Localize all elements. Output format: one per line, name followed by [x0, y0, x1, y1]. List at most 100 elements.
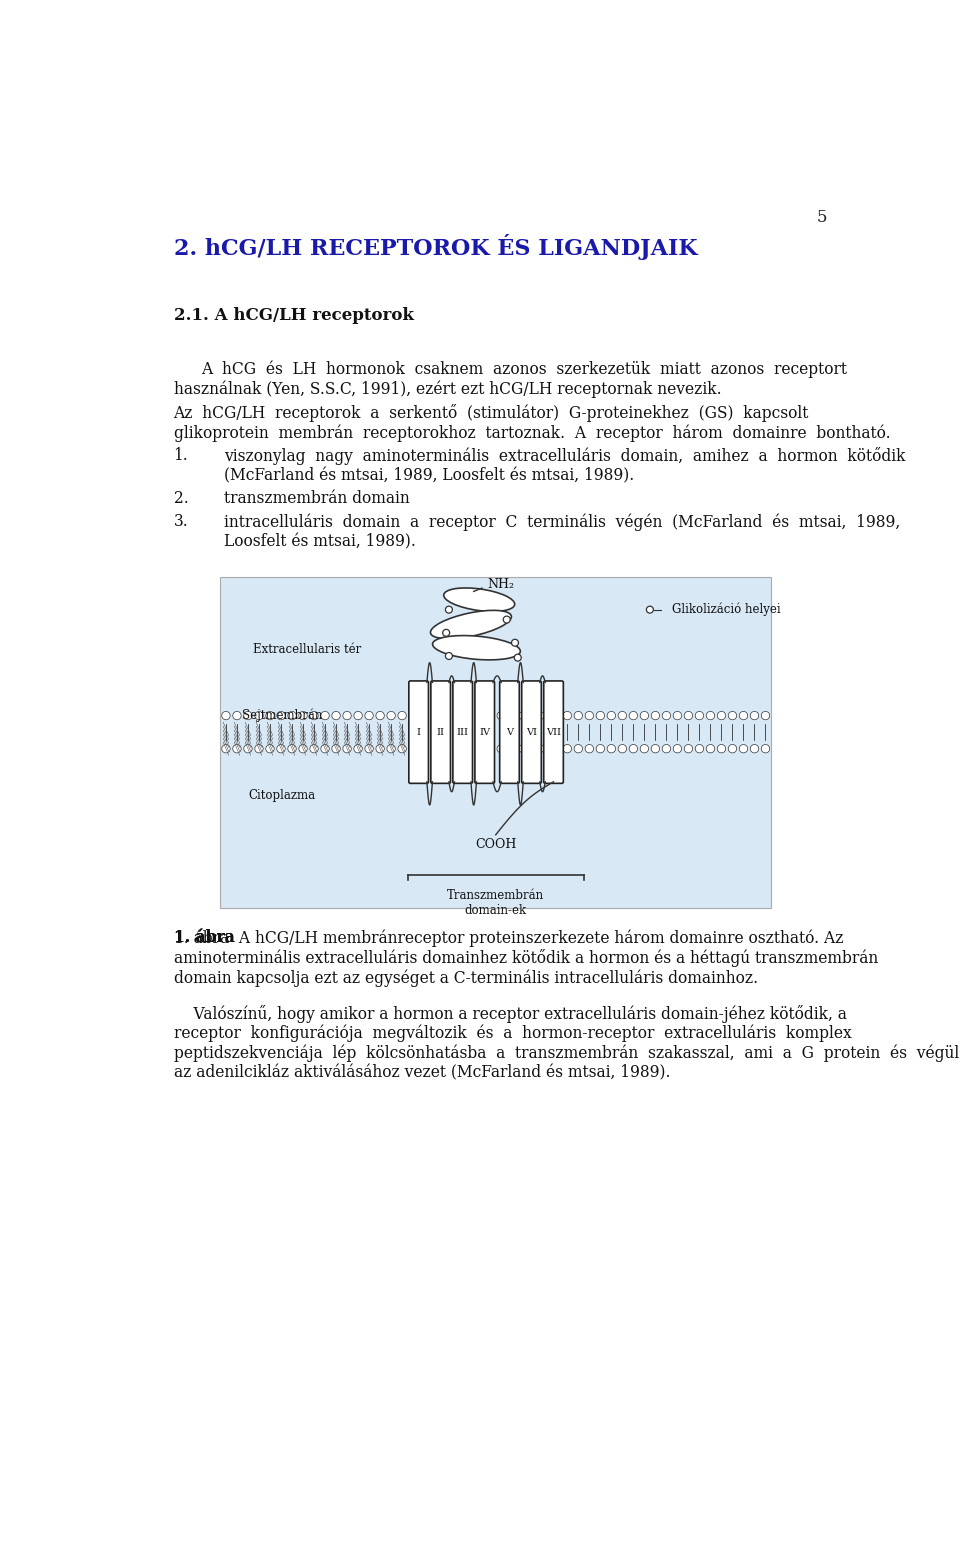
Circle shape: [673, 744, 682, 752]
Ellipse shape: [433, 635, 520, 660]
Text: 1. ábra: 1. ábra: [174, 929, 234, 946]
Circle shape: [299, 712, 307, 719]
Bar: [221, 577, 771, 907]
FancyBboxPatch shape: [431, 680, 450, 784]
Circle shape: [475, 712, 484, 719]
Circle shape: [244, 712, 252, 719]
Circle shape: [503, 616, 510, 622]
Circle shape: [409, 744, 418, 752]
Circle shape: [445, 652, 452, 660]
Circle shape: [443, 629, 449, 637]
Text: intracelluláris  domain  a  receptor  C  terminális  végén  (McFarland  és  mtsa: intracelluláris domain a receptor C term…: [224, 513, 900, 530]
Text: NH₂: NH₂: [488, 579, 515, 591]
Circle shape: [515, 654, 521, 662]
Circle shape: [321, 744, 329, 752]
Circle shape: [365, 712, 373, 719]
Text: (McFarland és mtsai, 1989, Loosfelt és mtsai, 1989).: (McFarland és mtsai, 1989, Loosfelt és m…: [224, 468, 635, 485]
Text: 2.: 2.: [174, 490, 188, 507]
Text: IV: IV: [479, 727, 491, 737]
Circle shape: [222, 744, 230, 752]
Text: használnak (Yen, S.S.C, 1991), ezért ezt hCG/LH receptornak nevezik.: használnak (Yen, S.S.C, 1991), ezért ezt…: [174, 382, 721, 399]
Text: glikoprotein  membrán  receptorokhoz  tartoznak.  A  receptor  három  domainre  : glikoprotein membrán receptorokhoz tarto…: [174, 424, 890, 441]
Circle shape: [530, 712, 539, 719]
Circle shape: [530, 744, 539, 752]
Circle shape: [541, 712, 549, 719]
Text: Glikolizáció helyei: Glikolizáció helyei: [672, 602, 780, 616]
Circle shape: [332, 744, 340, 752]
Circle shape: [276, 712, 285, 719]
Circle shape: [618, 744, 627, 752]
Circle shape: [397, 712, 406, 719]
Circle shape: [321, 712, 329, 719]
Circle shape: [607, 744, 615, 752]
Circle shape: [512, 640, 518, 646]
Circle shape: [222, 712, 230, 719]
Circle shape: [751, 744, 758, 752]
Text: 1. ábra  A hCG/LH membránreceptor proteinszerkezete három domainre osztható. Az: 1. ábra A hCG/LH membránreceptor protein…: [174, 929, 843, 946]
Circle shape: [739, 712, 748, 719]
Circle shape: [640, 744, 649, 752]
Circle shape: [729, 712, 736, 719]
Text: Valószínű, hogy amikor a hormon a receptor extracelluláris domain-jéhez kötődik,: Valószínű, hogy amikor a hormon a recept…: [174, 1004, 847, 1023]
Circle shape: [508, 712, 516, 719]
Circle shape: [552, 712, 561, 719]
Text: Az  hCG/LH  receptorok  a  serkentő  (stimulátor)  G-proteinekhez  (GS)  kapcsol: Az hCG/LH receptorok a serkentő (stimulá…: [174, 404, 809, 422]
Text: VII: VII: [546, 727, 561, 737]
Circle shape: [453, 712, 462, 719]
Ellipse shape: [430, 610, 512, 638]
Circle shape: [629, 712, 637, 719]
Circle shape: [519, 744, 527, 752]
Text: receptor  konfigurációja  megváltozik  és  a  hormon-receptor  extracelluláris  : receptor konfigurációja megváltozik és a…: [174, 1024, 852, 1042]
Circle shape: [717, 712, 726, 719]
Circle shape: [618, 712, 627, 719]
Circle shape: [751, 712, 758, 719]
Circle shape: [397, 744, 406, 752]
Circle shape: [431, 712, 440, 719]
Circle shape: [717, 744, 726, 752]
Text: III: III: [457, 727, 468, 737]
Text: Sejtmembrán: Sejtmembrán: [243, 708, 323, 723]
Circle shape: [254, 712, 263, 719]
Circle shape: [761, 744, 770, 752]
Circle shape: [232, 712, 241, 719]
Circle shape: [343, 744, 351, 752]
Circle shape: [497, 744, 505, 752]
Circle shape: [254, 744, 263, 752]
FancyBboxPatch shape: [543, 680, 564, 784]
Circle shape: [464, 744, 472, 752]
Text: VI: VI: [526, 727, 537, 737]
Circle shape: [574, 712, 583, 719]
Circle shape: [266, 712, 275, 719]
Circle shape: [552, 744, 561, 752]
FancyBboxPatch shape: [409, 680, 428, 784]
Circle shape: [354, 744, 362, 752]
Text: transzmembrán domain: transzmembrán domain: [224, 490, 410, 507]
Text: Citoplazma: Citoplazma: [248, 788, 315, 802]
Circle shape: [376, 744, 384, 752]
Circle shape: [387, 744, 396, 752]
Text: COOH: COOH: [475, 838, 516, 851]
Circle shape: [646, 607, 654, 613]
Circle shape: [376, 712, 384, 719]
Circle shape: [354, 712, 362, 719]
Text: Loosfelt és mtsai, 1989).: Loosfelt és mtsai, 1989).: [224, 533, 416, 551]
Circle shape: [453, 744, 462, 752]
Circle shape: [574, 744, 583, 752]
Circle shape: [464, 712, 472, 719]
Circle shape: [729, 744, 736, 752]
Circle shape: [629, 744, 637, 752]
Circle shape: [486, 744, 494, 752]
Circle shape: [564, 712, 571, 719]
Circle shape: [662, 712, 671, 719]
Ellipse shape: [444, 588, 515, 612]
Circle shape: [266, 744, 275, 752]
Text: Transzmembrán
domain-ek: Transzmembrán domain-ek: [447, 890, 544, 918]
Text: az adenilcikláz aktiválásához vezet (McFarland és mtsai, 1989).: az adenilcikláz aktiválásához vezet (McF…: [174, 1065, 670, 1082]
Circle shape: [332, 712, 340, 719]
Circle shape: [761, 712, 770, 719]
Text: V: V: [506, 727, 513, 737]
Text: II: II: [437, 727, 444, 737]
Circle shape: [343, 712, 351, 719]
Circle shape: [365, 744, 373, 752]
Text: 3.: 3.: [174, 513, 188, 530]
